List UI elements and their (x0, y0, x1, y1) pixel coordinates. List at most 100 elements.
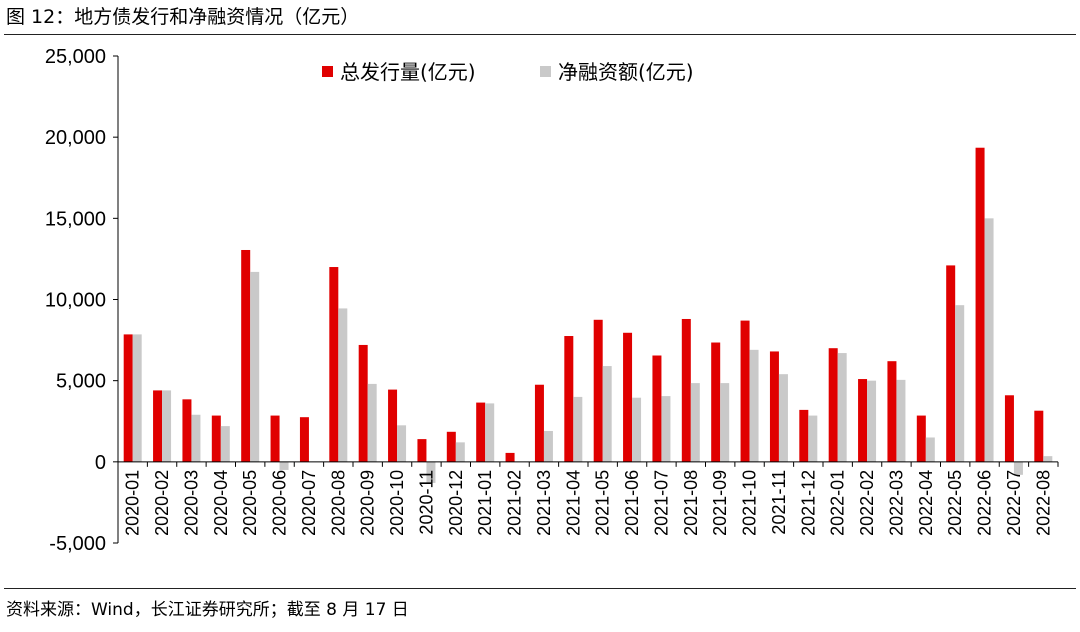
bar-net-financing (338, 308, 348, 462)
x-tick-label: 2021-03 (534, 470, 554, 536)
bar-net-financing (426, 461, 436, 483)
bar-net-financing (925, 437, 935, 462)
x-tick-label: 2021-01 (475, 470, 495, 536)
source-note: 资料来源：Wind，长江证券研究所；截至 8 月 17 日 (6, 600, 409, 620)
x-tick-label: 2020-06 (270, 470, 290, 536)
x-tick-label: 2021-08 (681, 470, 701, 536)
x-tick-label: 2021-10 (740, 470, 760, 536)
x-tick-label: 2020-04 (211, 470, 231, 536)
legend-label-total-issuance: 总发行量(亿元) (340, 60, 476, 84)
x-tick-label: 2020-08 (328, 470, 348, 536)
bar-total-issuance (975, 147, 985, 462)
y-tick-label: -5,000 (49, 533, 106, 555)
legend-swatch-total-issuance (322, 66, 333, 77)
bar-net-financing (778, 374, 788, 462)
bar-total-issuance (476, 402, 486, 462)
bar-net-financing (573, 396, 583, 462)
y-tick-label: 15,000 (45, 208, 106, 230)
bar-total-issuance (946, 265, 956, 462)
bar-net-financing (749, 349, 759, 462)
bar-total-issuance (153, 390, 163, 462)
x-tick-label: 2020-05 (240, 470, 260, 536)
x-tick-label: 2021-05 (593, 470, 613, 536)
x-tick-label: 2020-10 (387, 470, 407, 536)
bar-net-financing (191, 414, 201, 462)
bar-total-issuance (329, 267, 339, 462)
x-tick-label: 2022-07 (1004, 470, 1024, 536)
bar-net-financing (896, 379, 906, 462)
bar-net-financing (367, 383, 377, 462)
bar-net-financing (543, 430, 553, 462)
x-tick-label: 2021-04 (563, 470, 583, 536)
bar-total-issuance (299, 417, 309, 462)
bar-net-financing (455, 442, 465, 462)
bar-net-financing (602, 366, 612, 462)
bar-net-financing (837, 353, 847, 462)
bar-net-financing (632, 397, 642, 462)
bar-total-issuance (681, 318, 691, 462)
x-tick-label: 2022-01 (828, 470, 848, 536)
y-tick-label: 10,000 (45, 290, 106, 312)
bar-total-issuance (1034, 410, 1044, 462)
x-tick-label: 2020-09 (358, 470, 378, 536)
x-tick-label: 2020-07 (299, 470, 319, 536)
x-tick-label: 2021-06 (622, 470, 642, 536)
x-tick-label: 2020-01 (123, 470, 143, 536)
x-tick-label: 2021-07 (651, 470, 671, 536)
bar-total-issuance (799, 409, 809, 462)
bar-total-issuance (270, 415, 280, 462)
figure-title: 图 12：地方债发行和净融资情况（亿元） (6, 6, 360, 28)
bar-total-issuance (534, 384, 544, 462)
bar-net-financing (1043, 456, 1053, 462)
bar-net-financing (132, 334, 142, 462)
bar-total-issuance (828, 348, 838, 462)
x-tick-label: 2021-12 (798, 470, 818, 536)
x-tick-label: 2022-03 (886, 470, 906, 536)
bottom-rule (4, 588, 1076, 589)
bar-total-issuance (388, 389, 398, 462)
bar-total-issuance (417, 439, 427, 462)
bar-total-issuance (916, 415, 926, 462)
legend-label-net-financing: 净融资额(亿元) (558, 60, 694, 84)
bar-total-issuance (358, 344, 368, 462)
x-tick-label: 2020-12 (446, 470, 466, 536)
x-tick-label: 2021-02 (505, 470, 525, 536)
y-tick-label: 5,000 (56, 371, 106, 393)
bar-net-financing (867, 380, 877, 462)
bar-net-financing (220, 426, 230, 462)
bar-total-issuance (652, 355, 662, 462)
bar-net-financing (661, 396, 671, 462)
bar-total-issuance (858, 379, 868, 462)
bar-net-financing (162, 390, 172, 462)
bar-total-issuance (241, 249, 251, 462)
x-tick-label: 2020-03 (181, 470, 201, 536)
bar-total-issuance (446, 431, 456, 462)
x-tick-label: 2020-11 (416, 470, 436, 535)
bar-total-issuance (887, 361, 897, 462)
bar-total-issuance (769, 351, 779, 462)
bar-net-financing (279, 461, 289, 470)
bar-total-issuance (564, 336, 574, 462)
bar-net-financing (984, 218, 994, 462)
legend-swatch-net-financing (540, 66, 551, 77)
bar-net-financing (397, 425, 407, 462)
x-tick-label: 2022-05 (945, 470, 965, 536)
bar-total-issuance (123, 334, 133, 462)
x-tick-label: 2020-02 (152, 470, 172, 536)
x-tick-label: 2021-11 (769, 470, 789, 535)
bar-net-financing (690, 383, 700, 462)
x-tick-label: 2022-06 (975, 470, 995, 536)
y-tick-label: 20,000 (45, 127, 106, 149)
bar-net-financing (250, 271, 260, 462)
top-rule (4, 34, 1076, 35)
bar-total-issuance (593, 319, 603, 462)
x-tick-label: 2022-02 (857, 470, 877, 536)
bar-total-issuance (623, 332, 633, 462)
bar-chart: -5,000 0 5,000 10,000 15,000 20,000 25,000 2020… (45, 46, 1059, 555)
bar-total-issuance (711, 342, 721, 462)
bar-total-issuance (505, 452, 515, 462)
bar-total-issuance (182, 399, 192, 462)
bar-total-issuance (211, 415, 221, 462)
y-tick-label: 25,000 (45, 46, 106, 68)
bar-net-financing (1013, 461, 1023, 475)
